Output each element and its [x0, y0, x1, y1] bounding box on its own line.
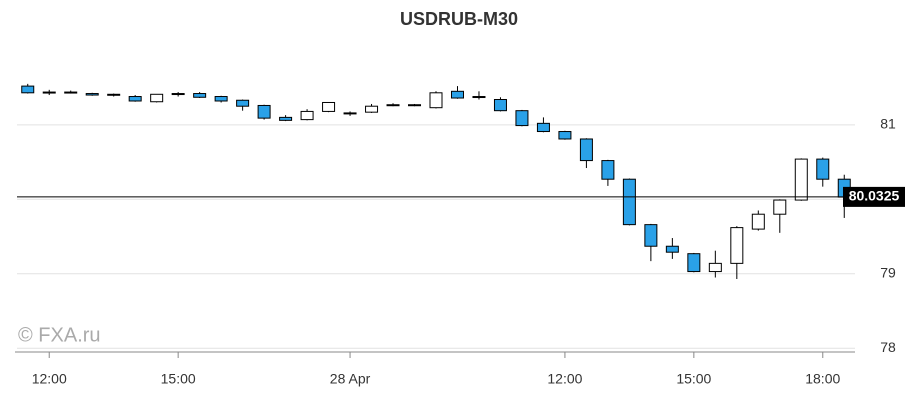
- candle-body: [343, 112, 357, 115]
- last-price-box: [843, 186, 905, 207]
- candle-body: [300, 110, 314, 121]
- candle-body: [773, 199, 787, 215]
- candle-body: [730, 227, 744, 264]
- x-tick-label: 12:00: [547, 371, 582, 387]
- candle-body: [128, 96, 142, 102]
- candle-body: [386, 104, 400, 107]
- candle-body: [601, 160, 615, 180]
- candle-body: [365, 105, 379, 113]
- candle-body: [644, 224, 658, 247]
- candle-body: [64, 91, 78, 94]
- candle-body: [408, 104, 422, 107]
- candle-body: [21, 85, 35, 94]
- candle-body: [85, 93, 99, 96]
- candle-body: [579, 138, 593, 162]
- candle-body: [279, 116, 293, 121]
- y-tick-label: 78: [880, 339, 896, 355]
- x-tick-label: 28 Apr: [330, 371, 371, 387]
- watermark: © FXA.ru: [18, 324, 101, 346]
- candle-body: [150, 93, 164, 103]
- candle-body: [687, 253, 701, 273]
- x-tick-label: 15:00: [161, 371, 196, 387]
- candle-body: [622, 178, 636, 226]
- x-tick-label: 12:00: [32, 371, 67, 387]
- candle-body: [493, 99, 507, 112]
- candle-body: [558, 131, 572, 140]
- candle-body: [107, 93, 121, 96]
- candle-body: [472, 96, 486, 99]
- candle-body: [171, 93, 185, 96]
- candle-body: [708, 262, 722, 273]
- candle-body: [665, 245, 679, 253]
- chart-title: USDRUB-M30: [400, 9, 518, 29]
- x-tick-label: 18:00: [805, 371, 840, 387]
- candle-body: [214, 96, 228, 102]
- candle-body: [429, 92, 443, 109]
- candle-body: [816, 158, 830, 180]
- candle-body: [193, 93, 207, 98]
- candle-body: [515, 110, 529, 127]
- candle-body: [257, 104, 271, 119]
- candle-body: [42, 91, 56, 94]
- x-tick-label: 15:00: [676, 371, 711, 387]
- last-price-label: 80.0325: [849, 188, 900, 204]
- y-tick-label: 79: [880, 264, 896, 280]
- candle-body: [322, 101, 336, 112]
- candle-body: [794, 158, 808, 201]
- candle-body: [536, 122, 550, 133]
- candle-body: [751, 213, 765, 230]
- y-tick-label: 81: [880, 116, 896, 132]
- candle-body: [236, 99, 250, 107]
- candle-body: [450, 90, 464, 99]
